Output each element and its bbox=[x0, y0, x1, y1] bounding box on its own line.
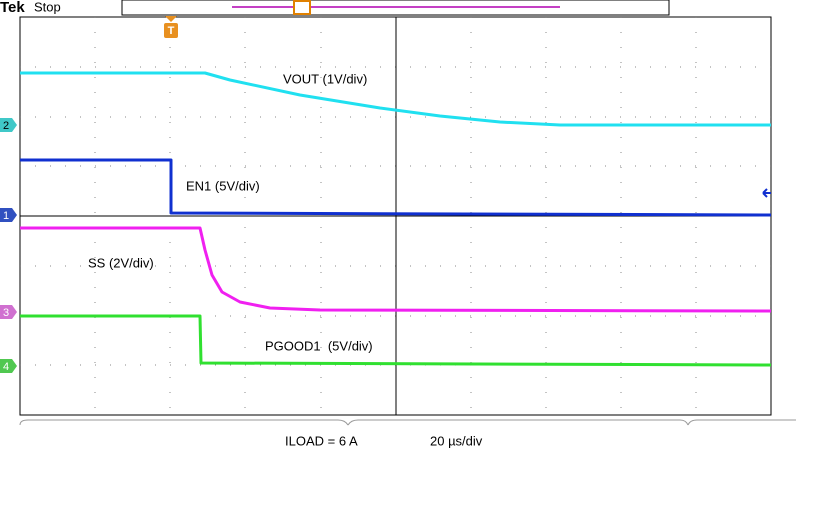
trigger-pointer bbox=[165, 16, 177, 22]
trace-label: EN1 (5V/div) bbox=[186, 178, 260, 193]
trigger-marker bbox=[164, 23, 178, 38]
trace-label: VOUT (1V/div) bbox=[283, 71, 367, 86]
en1-trace bbox=[20, 158, 772, 217]
view-bracket bbox=[293, 0, 311, 15]
status-bar bbox=[19, 419, 796, 426]
channel-marker bbox=[0, 208, 17, 222]
trace-label: SS (2V/div) bbox=[88, 255, 154, 270]
pgood-trace bbox=[20, 314, 772, 367]
run-state: Stop bbox=[34, 0, 61, 14]
channel-label: 3 bbox=[3, 307, 9, 319]
channel-marker bbox=[0, 118, 17, 132]
ss-trace bbox=[20, 226, 772, 313]
brand: Tek bbox=[0, 0, 25, 16]
channel-marker bbox=[0, 305, 17, 319]
channel-label: 4 bbox=[3, 361, 9, 373]
channel-label: 1 bbox=[3, 210, 9, 222]
channel-marker bbox=[0, 359, 17, 373]
channel-label: 2 bbox=[3, 120, 9, 132]
trigger-label: T bbox=[168, 25, 175, 37]
load-note: ILOAD = 6 A bbox=[285, 433, 358, 448]
trigger-level bbox=[762, 188, 771, 198]
trace-label: PGOOD1 (5V/div) bbox=[265, 338, 373, 353]
vout-trace bbox=[20, 71, 771, 127]
timebase: 20 µs/div bbox=[430, 433, 483, 448]
